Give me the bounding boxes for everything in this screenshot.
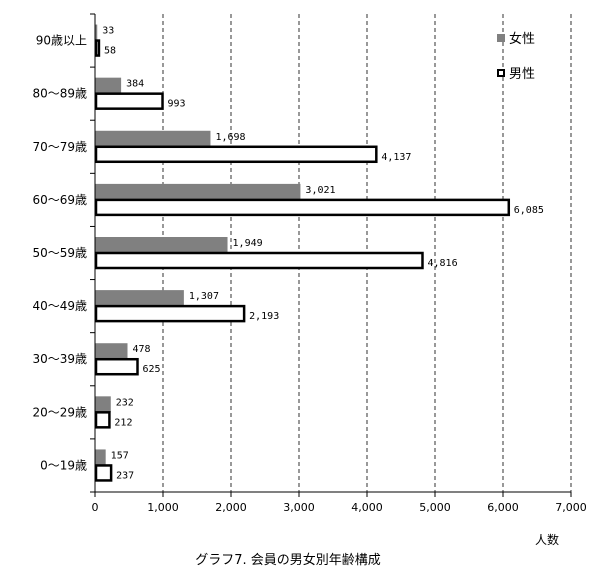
bar-female [95, 343, 128, 360]
data-label-male: 2,193 [249, 311, 279, 322]
data-label-female: 478 [133, 344, 151, 355]
bar-female [95, 183, 301, 200]
x-tick-label: 2,000 [215, 501, 247, 514]
bar-female [95, 130, 211, 147]
x-axis-label: 人数 [535, 532, 559, 547]
x-tick-label: 7,000 [555, 501, 587, 514]
chart-caption: グラフ7. 会員の男女別年齢構成 [195, 552, 381, 568]
data-label-male: 4,816 [427, 258, 457, 269]
data-label-female: 1,698 [215, 132, 245, 143]
category-label: 90歳以上 [36, 34, 87, 48]
category-label: 60～69歳 [32, 193, 87, 207]
bar-male [94, 304, 246, 323]
x-tick-label: 3,000 [283, 501, 315, 514]
data-label-male: 212 [114, 417, 132, 428]
data-label-female: 384 [126, 79, 144, 90]
bar-male [94, 145, 378, 164]
category-label: 70～79歳 [32, 140, 87, 154]
category-label: 40～49歳 [32, 299, 87, 313]
bar-male [94, 411, 111, 429]
x-tick-label: 1,000 [147, 501, 179, 514]
x-tick-label: 5,000 [419, 501, 451, 514]
data-label-male: 58 [104, 46, 116, 57]
data-label-female: 232 [116, 397, 134, 408]
bar-male [94, 92, 164, 110]
bar-female [95, 290, 184, 307]
category-label: 80～89歳 [32, 87, 87, 101]
x-tick-label: 6,000 [487, 501, 519, 514]
bar-male [94, 198, 511, 217]
bar-male [94, 39, 101, 57]
legend-label-male: 男性 [509, 67, 535, 82]
bar-male [94, 251, 424, 270]
data-label-male: 993 [168, 99, 186, 110]
category-labels: 90歳以上 80～89歳 70～79歳 60～69歳 50～59歳 40～49歳 30～39… [32, 34, 87, 473]
bar-female [95, 77, 122, 94]
category-label: 30～39歳 [32, 352, 87, 366]
bars [94, 24, 511, 482]
bar-male [94, 464, 113, 482]
data-label-female: 3,021 [305, 185, 335, 196]
bar-female [95, 449, 106, 466]
legend-swatch-male [497, 69, 505, 77]
legend-label-female: 女性 [509, 31, 535, 47]
x-tick-label: 0 [92, 501, 99, 514]
data-label-female: 1,307 [189, 291, 219, 302]
data-labels: 33 58 384 993 1,698 4,137 3,021 6,085 1,949 4,816… [102, 26, 544, 482]
data-label-female: 157 [111, 450, 129, 461]
category-label: 50～59歳 [32, 246, 87, 260]
data-label-male: 625 [143, 364, 161, 375]
legend-swatch-female [497, 34, 505, 42]
x-tick-labels: 0 1,000 2,000 3,000 4,000 5,000 6,000 7,000 [92, 501, 587, 514]
data-label-female: 33 [102, 26, 114, 37]
category-label: 0～19歳 [40, 458, 87, 472]
category-label: 20～29歳 [32, 405, 87, 419]
data-label-male: 237 [116, 470, 134, 481]
bar-female [95, 237, 228, 253]
axes [90, 13, 571, 493]
bar-female [95, 396, 111, 413]
data-label-male: 4,137 [381, 152, 411, 163]
x-tick-label: 4,000 [351, 501, 383, 514]
bar-female [95, 24, 98, 41]
bar-male [94, 357, 139, 376]
data-label-male: 6,085 [514, 205, 544, 216]
data-label-female: 1,949 [233, 238, 263, 249]
